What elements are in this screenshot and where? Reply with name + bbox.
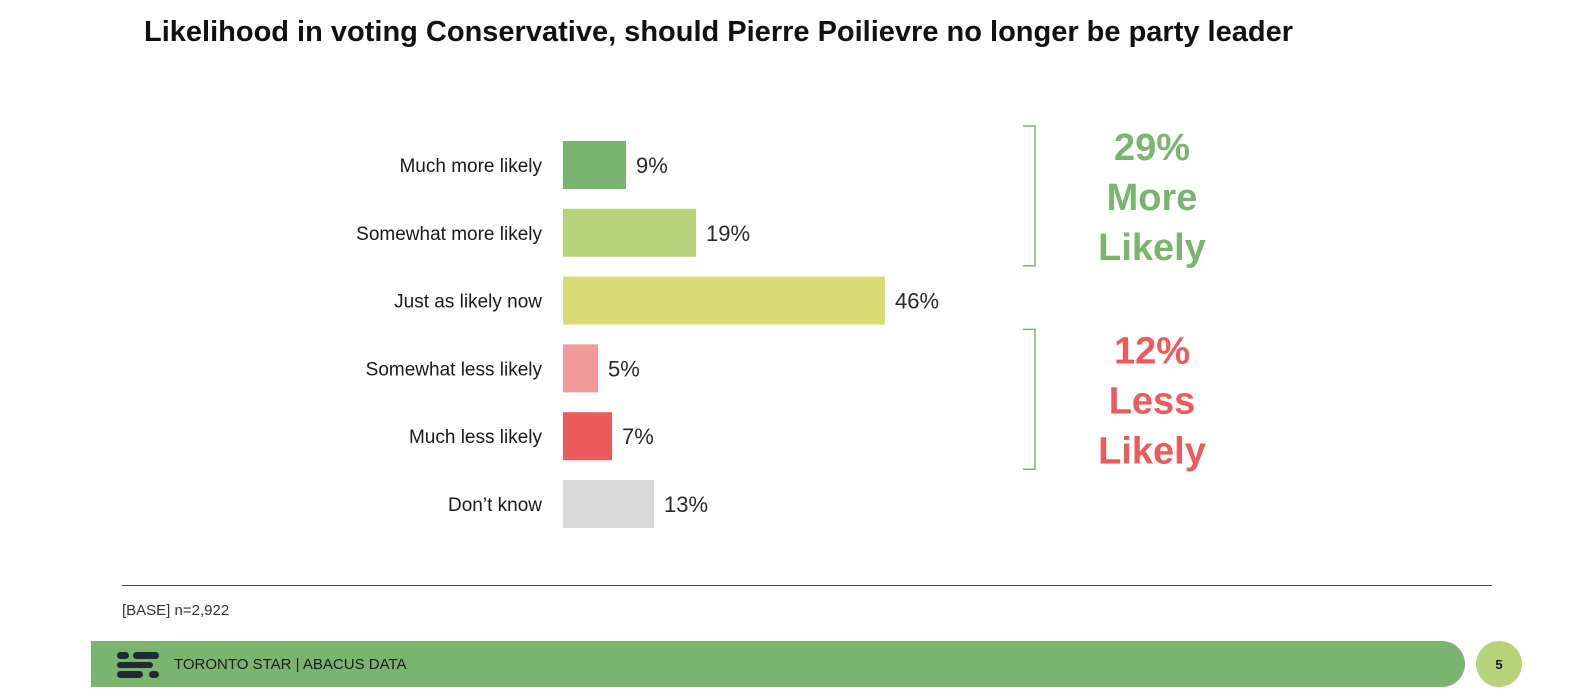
bars-layer [563, 141, 885, 528]
group-summary-1-line-2: Likely [1098, 430, 1206, 472]
bar-5 [563, 480, 654, 528]
value-label-5: 13% [664, 492, 708, 517]
category-label-2: Just as likely now [394, 292, 542, 313]
category-label-5: Don’t know [448, 495, 542, 516]
footer-bar: TORONTO STAR | ABACUS DATA [91, 641, 1465, 687]
abacus-logo-icon [117, 652, 159, 678]
group-summary-0-line-1: More [1107, 177, 1198, 219]
group-summary-1-line-1: Less [1109, 380, 1196, 422]
category-label-0: Much more likely [399, 156, 542, 177]
category-label-3: Somewhat less likely [366, 359, 543, 380]
group-summary-1-line-0: 12% [1114, 330, 1190, 372]
footer-source-text: TORONTO STAR | ABACUS DATA [174, 656, 407, 673]
bar-4 [563, 412, 612, 461]
group-summaries: 29% More Likely 12% Less Likely [1023, 125, 1206, 472]
bar-3 [563, 344, 598, 393]
value-label-3: 5% [608, 356, 640, 381]
bar-0 [563, 141, 626, 189]
category-label-1: Somewhat more likely [356, 224, 542, 245]
group-summary-0-line-0: 29% [1114, 127, 1190, 169]
labels-layer: Much more likely 9% Somewhat more likely 19… [356, 153, 939, 517]
bar-1 [563, 208, 696, 257]
page-number-badge: 5 [1476, 641, 1522, 687]
bar-chart: Much more likely 9% Somewhat more likely 19… [356, 125, 1206, 528]
value-label-2: 46% [895, 289, 939, 314]
group-summary-0-line-2: Likely [1098, 227, 1206, 269]
base-note: [BASE] n=2,922 [122, 602, 230, 619]
chart-title: Likelihood in voting Conservative, shoul… [144, 16, 1293, 48]
value-label-1: 19% [706, 221, 750, 246]
bar-2 [563, 276, 885, 325]
group-bracket-1 [1023, 328, 1036, 470]
group-bracket-0 [1023, 125, 1036, 267]
value-label-4: 7% [622, 424, 654, 449]
divider-line [122, 585, 1492, 586]
value-label-0: 9% [636, 153, 668, 178]
category-label-4: Much less likely [409, 427, 543, 448]
